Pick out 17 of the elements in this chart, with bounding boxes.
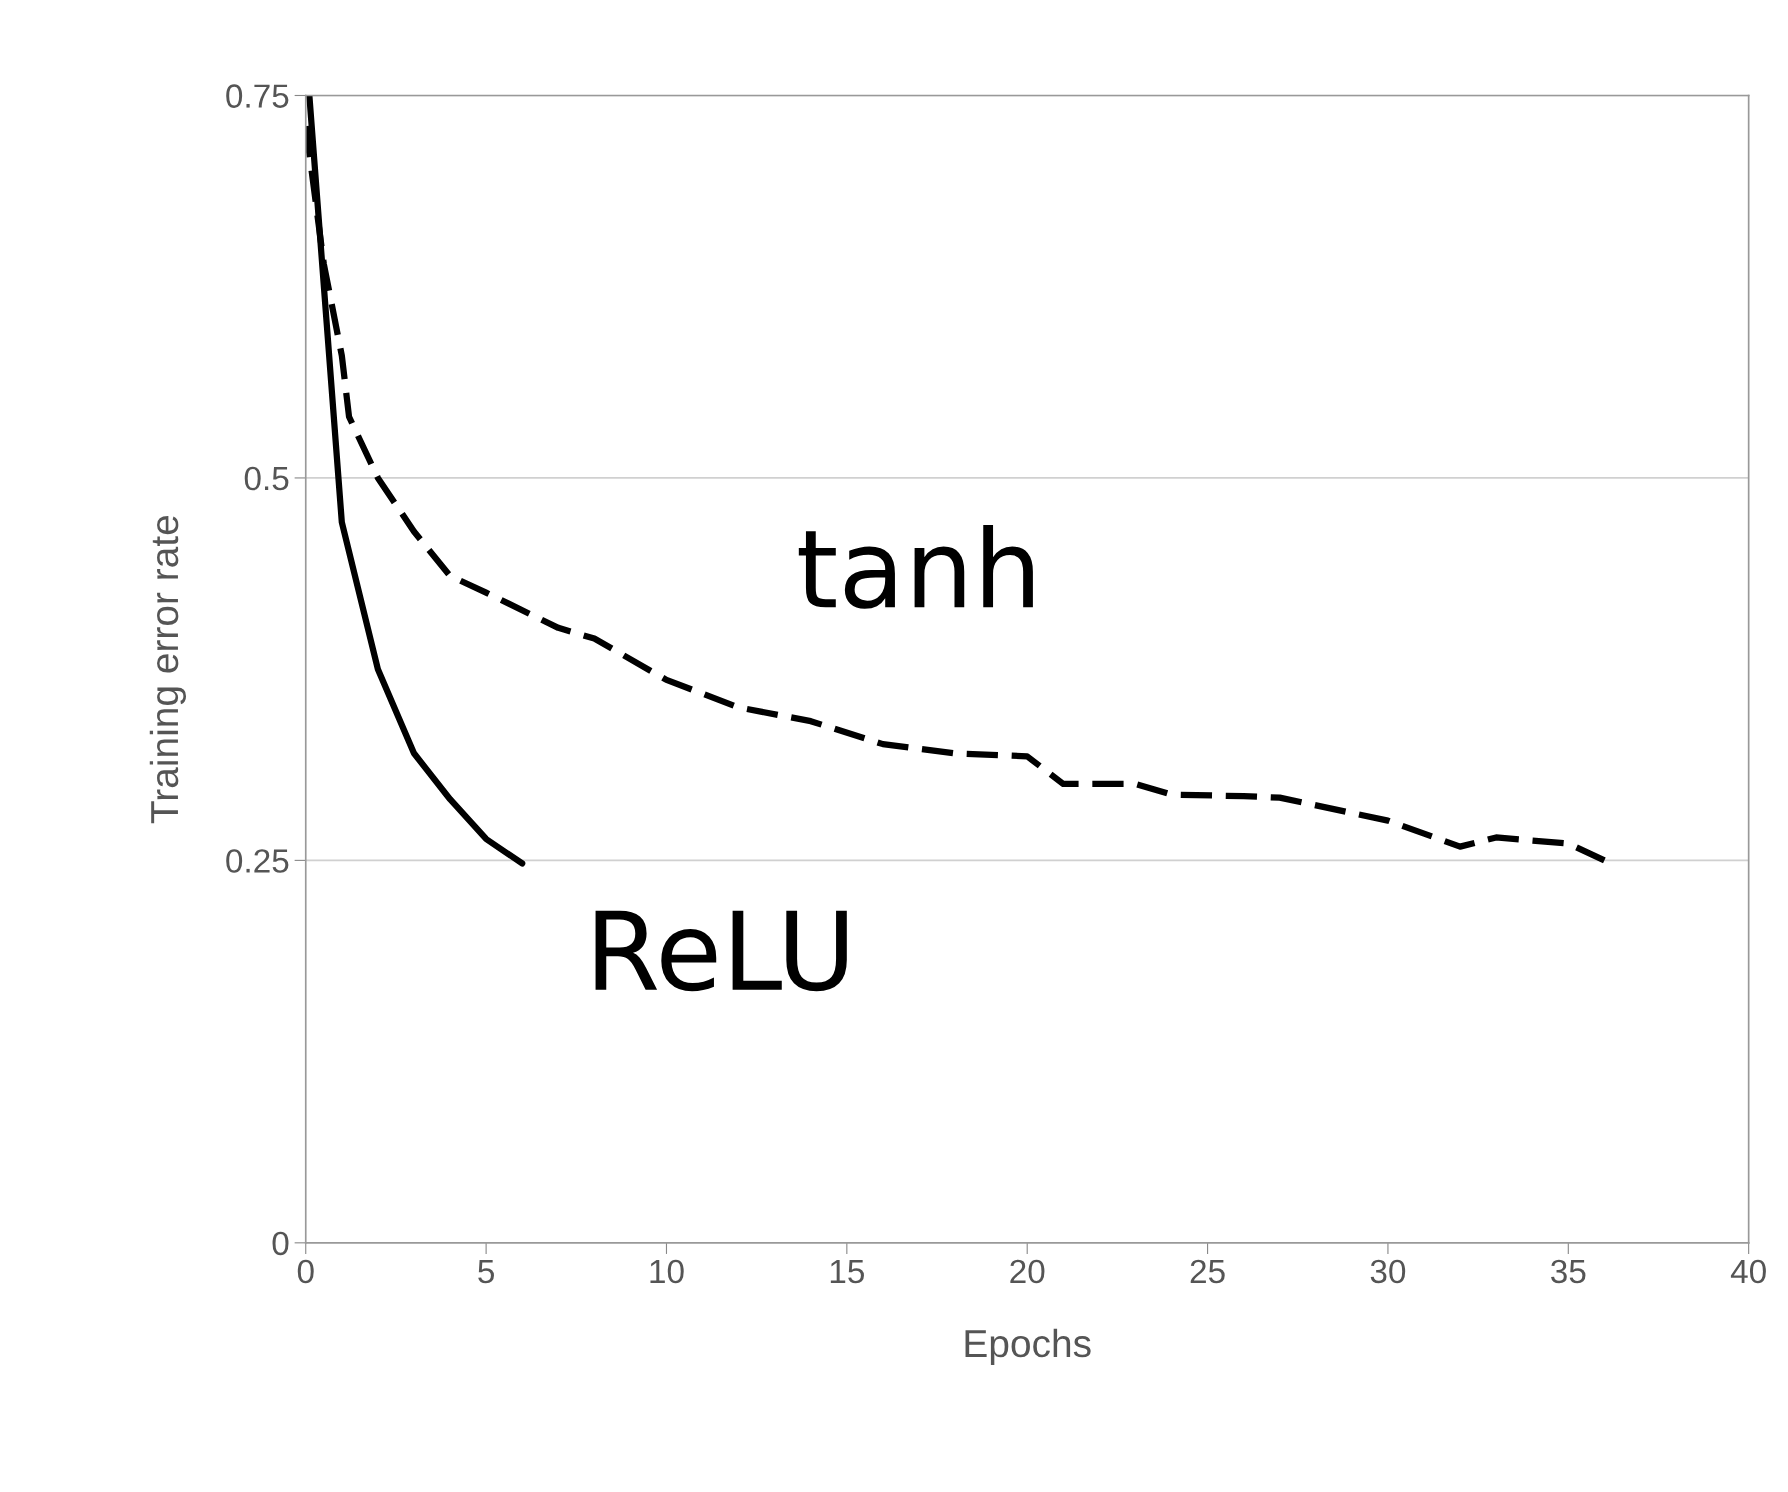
x-tick-label: 25 — [1190, 1259, 1225, 1284]
series-label: ReLU — [595, 910, 847, 992]
x-tick-label: 30 — [1370, 1259, 1406, 1284]
x-tick-label: 15 — [830, 1260, 864, 1284]
series-label: tanh — [798, 524, 1033, 609]
x-tick-label: 5 — [478, 1260, 494, 1284]
x-axis-title: Epochs — [965, 1328, 1091, 1366]
x-tick-label: 40 — [1730, 1259, 1766, 1284]
y-axis-title: Training error rate — [149, 515, 187, 824]
y-tick-label: 0.75 — [226, 84, 289, 108]
x-tick-label: 35 — [1551, 1259, 1586, 1284]
y-tick-label: 0.25 — [226, 849, 289, 873]
y-tick-label: 0 — [272, 1231, 289, 1256]
x-tick-label: 10 — [650, 1259, 684, 1284]
x-tick-label: 20 — [1010, 1259, 1045, 1284]
y-tick-label: 0.5 — [244, 466, 289, 491]
x-tick-label: 0 — [297, 1259, 314, 1284]
